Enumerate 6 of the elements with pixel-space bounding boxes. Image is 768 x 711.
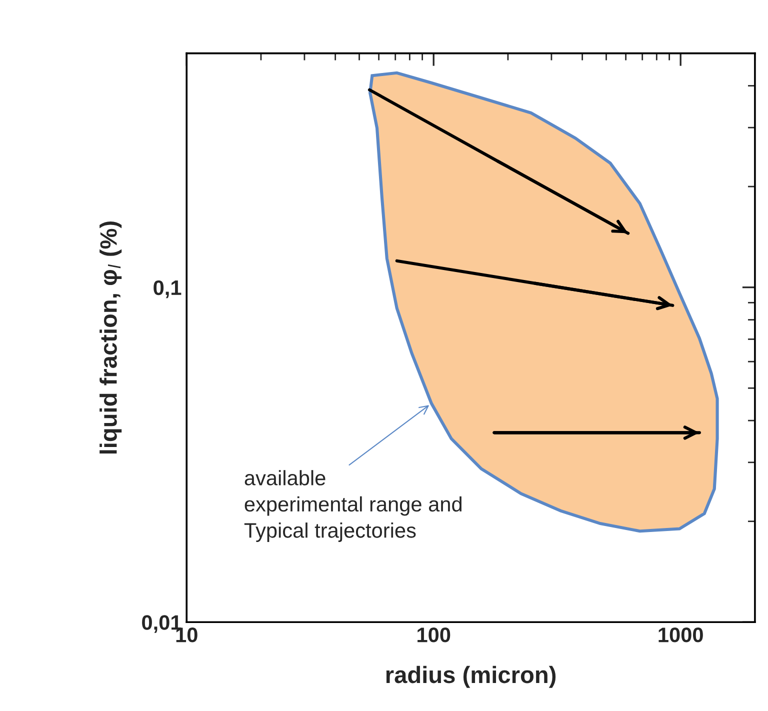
x-axis-title: radius (micron) xyxy=(386,666,556,688)
x-tick-label: 1000 xyxy=(658,628,703,642)
y-tick-label: 0,1 xyxy=(154,280,182,298)
annotation: available experimental range and Typical trajectories xyxy=(244,470,462,542)
y-axis-title: liquid fraction, φ$_{l}$ (%) xyxy=(100,222,122,454)
x-tick-label: 100 xyxy=(418,628,450,642)
